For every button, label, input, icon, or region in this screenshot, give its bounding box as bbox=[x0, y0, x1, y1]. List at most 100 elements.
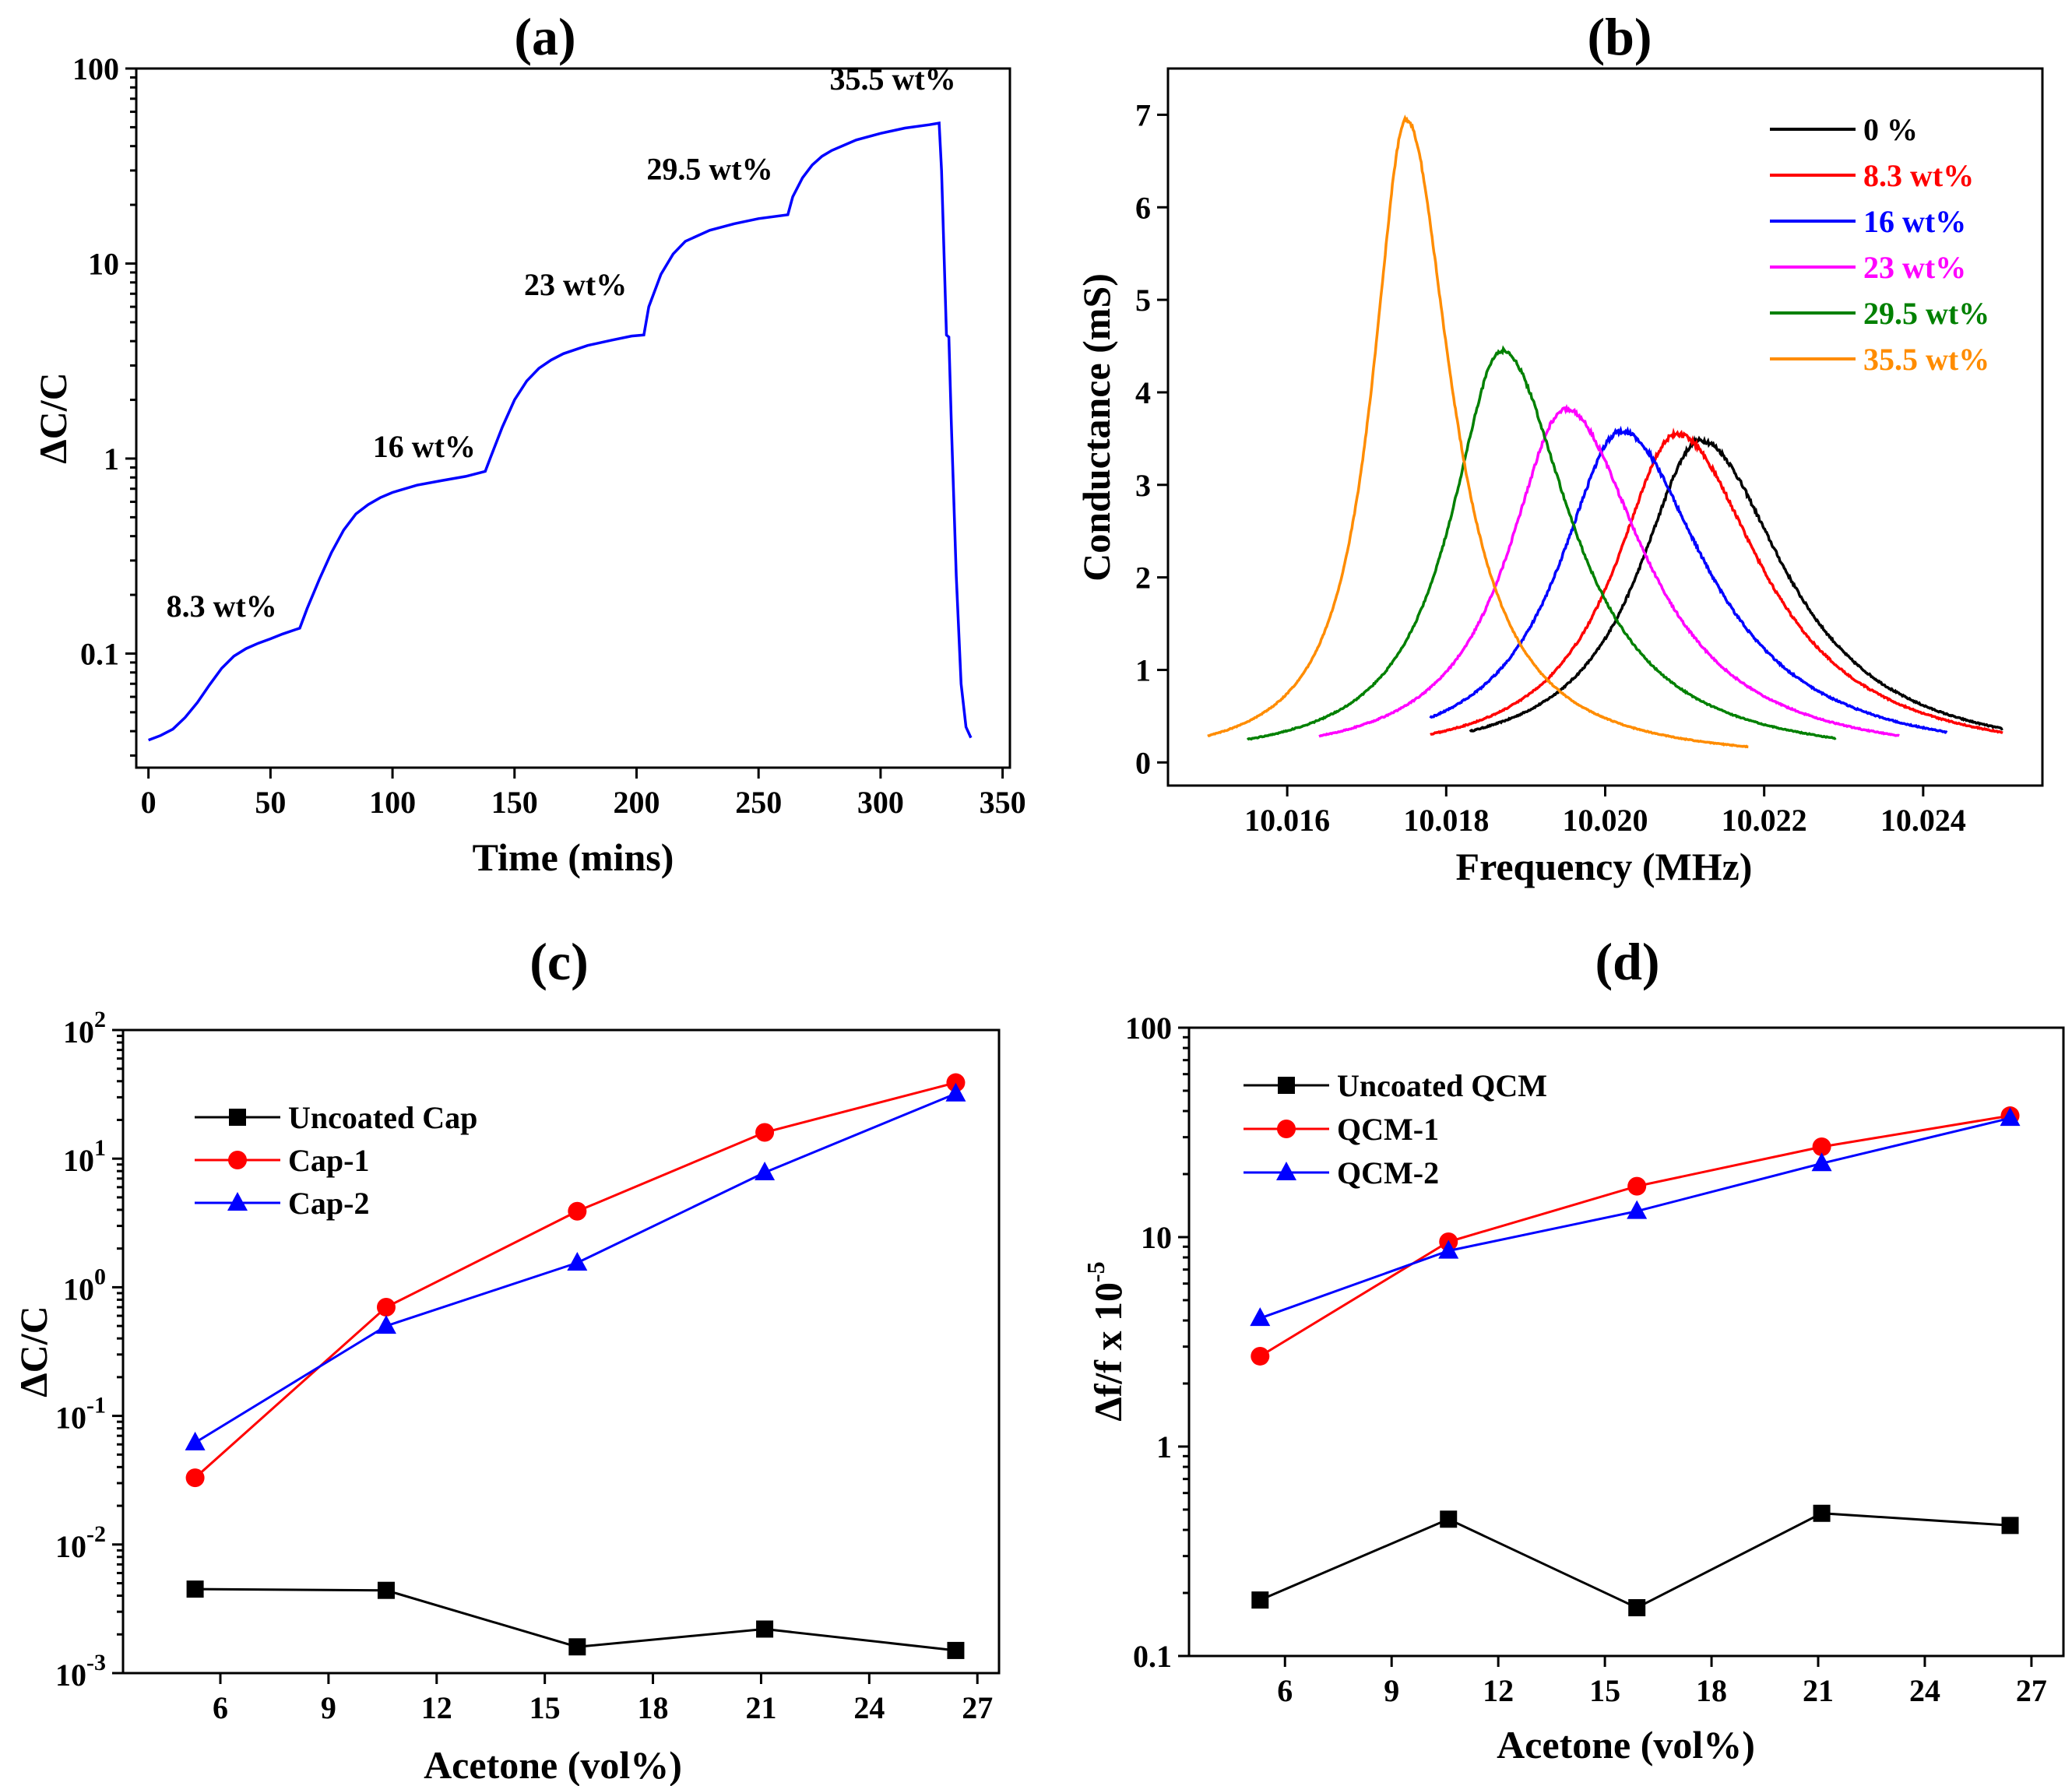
x-tick-label: 21 bbox=[745, 1690, 776, 1725]
y-tick-label: 3 bbox=[1135, 468, 1151, 503]
panel-b-title: (b) bbox=[1587, 7, 1652, 66]
y-tick-label: 1 bbox=[1156, 1429, 1172, 1464]
y-tick-label: 100 bbox=[72, 51, 119, 86]
panel-c: (c) 6 9 12 15 18 21 24 2710-310-210-1100101102 … bbox=[12, 932, 1001, 1786]
marker-triangle bbox=[1250, 1307, 1271, 1327]
y-tick-exponent: 0 bbox=[94, 1264, 106, 1289]
marker-triangle bbox=[945, 1082, 966, 1102]
marker-triangle bbox=[1811, 1152, 1832, 1172]
marker-triangle bbox=[2000, 1107, 2021, 1127]
series-line-4 bbox=[1246, 345, 1837, 741]
marker-circle bbox=[946, 1073, 966, 1092]
legend-label: Uncoated Cap bbox=[288, 1100, 477, 1135]
x-tick-label: 21 bbox=[1803, 1673, 1834, 1708]
legend-label: 0 % bbox=[1863, 112, 1918, 147]
x-tick-label: 10.018 bbox=[1403, 803, 1489, 838]
x-tick-label: 6 bbox=[213, 1690, 228, 1725]
panel-b-series bbox=[1207, 114, 2003, 749]
panel-a: (a) 0 50 100 150 200 250 300 350 0.1 1 10 100 8.3 w… bbox=[31, 7, 1026, 879]
panel-d-title: (d) bbox=[1595, 932, 1659, 991]
marker-triangle bbox=[1627, 1200, 1648, 1219]
series-line-delta-c-over-c bbox=[148, 121, 973, 742]
series-line-2 bbox=[1429, 425, 1948, 734]
y-tick-label: 7 bbox=[1135, 97, 1151, 132]
x-tick-label: 250 bbox=[735, 785, 782, 820]
panel-d: (d) 6 9 12 15 18 21 24 27 0.1 1 10 100 Uncoated QCM… bbox=[1082, 932, 2065, 1767]
marker-square bbox=[2001, 1517, 2019, 1535]
y-tick-base: 10 bbox=[55, 1658, 86, 1693]
panel-a-ticks: 0 50 100 150 200 250 300 350 0.1 1 10 100 bbox=[72, 51, 1026, 820]
panel-a-ylabel: ΔC/C bbox=[31, 372, 75, 463]
marker-square bbox=[947, 1641, 965, 1659]
panel-d-frame bbox=[1187, 1026, 2065, 1658]
y-tick-base: 10 bbox=[55, 1529, 86, 1564]
y-tick-label: 1 bbox=[1135, 652, 1151, 687]
x-tick-label: 18 bbox=[1696, 1673, 1727, 1708]
panel-c-xlabel: Acetone (vol%) bbox=[424, 1743, 682, 1786]
y-tick-label: 100 bbox=[63, 1264, 106, 1306]
annotation-label: 23 wt% bbox=[524, 267, 627, 302]
y-tick-label: 10-3 bbox=[55, 1650, 106, 1693]
y-tick-label: 10 bbox=[88, 246, 119, 281]
marker-circle bbox=[228, 1151, 247, 1169]
panel-c-frame bbox=[121, 1028, 1001, 1675]
marker-circle bbox=[1277, 1120, 1296, 1138]
panel-c-series bbox=[185, 1073, 966, 1659]
marker-circle bbox=[185, 1468, 205, 1488]
y-tick-label: 6 bbox=[1135, 190, 1151, 225]
x-tick-label: 15 bbox=[529, 1690, 561, 1725]
marker-circle bbox=[568, 1201, 587, 1221]
y-tick-label: 0.1 bbox=[1133, 1639, 1172, 1674]
panel-d-ylabel-exp: -5 bbox=[1082, 1261, 1110, 1282]
x-tick-label: 150 bbox=[491, 785, 538, 820]
panel-d-ylabel: Δf/f x 10-5 bbox=[1082, 1261, 1130, 1421]
y-tick-exponent: 1 bbox=[94, 1135, 106, 1161]
panel-c-title: (c) bbox=[529, 932, 588, 991]
marker-circle bbox=[1812, 1137, 1831, 1156]
x-tick-label: 27 bbox=[2016, 1673, 2047, 1708]
panel-b-ticks: 10.016 10.018 10.020 10.022 10.024 0 1 2 3 4 5 6 7 bbox=[1135, 97, 1966, 838]
panel-c-legend: Uncoated Cap Cap-1 Cap-2 bbox=[195, 1100, 477, 1221]
y-tick-exponent: -1 bbox=[86, 1393, 106, 1419]
annotation-label: 29.5 wt% bbox=[646, 151, 772, 186]
x-tick-label: 300 bbox=[857, 785, 904, 820]
marker-square bbox=[756, 1620, 774, 1638]
y-tick-base: 10 bbox=[63, 1014, 94, 1049]
series-line-0 bbox=[1259, 1512, 2010, 1609]
legend-label: Cap-2 bbox=[288, 1186, 369, 1221]
y-tick-base: 10 bbox=[63, 1143, 94, 1178]
legend-label: 35.5 wt% bbox=[1863, 342, 1989, 377]
x-tick-label: 10.024 bbox=[1880, 803, 1966, 838]
panel-b-legend: 0 % 8.3 wt% 16 wt% 23 wt% 29.5 wt% 35.5 wt% bbox=[1770, 112, 1989, 377]
annotation-label: 8.3 wt% bbox=[167, 589, 277, 624]
y-tick-label: 1 bbox=[104, 441, 119, 476]
panel-a-xlabel: Time (mins) bbox=[473, 835, 674, 879]
x-tick-label: 350 bbox=[980, 785, 1026, 820]
legend-label: QCM-1 bbox=[1337, 1112, 1439, 1147]
x-tick-label: 27 bbox=[962, 1690, 993, 1725]
annotation-label: 16 wt% bbox=[373, 429, 476, 464]
x-tick-label: 0 bbox=[141, 785, 157, 820]
x-tick-label: 9 bbox=[321, 1690, 336, 1725]
x-tick-label: 15 bbox=[1589, 1673, 1620, 1708]
marker-triangle bbox=[185, 1431, 206, 1450]
x-tick-label: 6 bbox=[1277, 1673, 1293, 1708]
marker-square bbox=[1440, 1510, 1458, 1528]
marker-square bbox=[377, 1581, 395, 1599]
marker-square bbox=[1251, 1591, 1269, 1609]
y-tick-label: 2 bbox=[1135, 561, 1151, 596]
panel-d-legend: Uncoated QCM QCM-1 QCM-2 bbox=[1244, 1068, 1547, 1190]
x-tick-label: 10.016 bbox=[1244, 803, 1330, 838]
x-tick-label: 24 bbox=[853, 1690, 885, 1725]
y-tick-label: 101 bbox=[63, 1135, 106, 1178]
legend-label: 29.5 wt% bbox=[1863, 296, 1989, 331]
marker-triangle bbox=[755, 1162, 776, 1181]
y-tick-label: 10-1 bbox=[55, 1393, 106, 1436]
panel-a-frame bbox=[135, 67, 1011, 769]
y-tick-label: 0.1 bbox=[80, 636, 119, 671]
marker-triangle bbox=[1438, 1239, 1459, 1259]
y-tick-label: 102 bbox=[63, 1007, 106, 1049]
panel-d-ticks: 6 9 12 15 18 21 24 27 0.1 1 10 100 bbox=[1125, 1011, 2047, 1708]
marker-square bbox=[186, 1580, 204, 1598]
legend-label: 23 wt% bbox=[1863, 250, 1966, 285]
